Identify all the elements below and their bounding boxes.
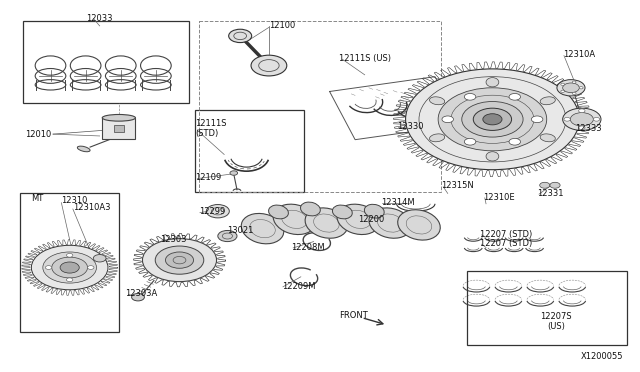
Ellipse shape <box>301 202 321 216</box>
Circle shape <box>483 114 502 125</box>
Ellipse shape <box>369 208 412 238</box>
Ellipse shape <box>364 204 384 218</box>
Circle shape <box>60 262 79 273</box>
Circle shape <box>462 102 523 137</box>
Ellipse shape <box>102 115 136 121</box>
Circle shape <box>579 126 585 130</box>
Circle shape <box>570 113 593 126</box>
Circle shape <box>561 83 564 86</box>
Circle shape <box>230 171 237 175</box>
Text: 12109: 12109 <box>195 173 221 182</box>
Circle shape <box>579 87 583 89</box>
Text: 12315N: 12315N <box>442 182 474 190</box>
Circle shape <box>509 93 520 100</box>
Circle shape <box>579 109 585 113</box>
Circle shape <box>531 116 543 123</box>
Circle shape <box>557 80 585 96</box>
Circle shape <box>438 88 547 151</box>
Bar <box>195 110 304 192</box>
Text: 12303: 12303 <box>161 235 187 244</box>
Text: 12111S (US): 12111S (US) <box>339 54 391 62</box>
Circle shape <box>406 69 579 170</box>
Circle shape <box>43 252 97 283</box>
Circle shape <box>575 108 583 112</box>
Text: 12033: 12033 <box>86 14 113 23</box>
Text: 12207 (STD): 12207 (STD) <box>479 230 532 239</box>
Ellipse shape <box>397 210 440 240</box>
Ellipse shape <box>273 204 316 234</box>
Text: 12208M: 12208M <box>291 243 325 251</box>
Text: 12310A: 12310A <box>563 50 595 59</box>
Bar <box>198 21 442 192</box>
Bar <box>20 193 119 333</box>
Ellipse shape <box>77 146 90 152</box>
Text: 12100: 12100 <box>269 22 295 31</box>
Circle shape <box>251 55 287 76</box>
Text: 12111S
(STD): 12111S (STD) <box>195 119 227 138</box>
Circle shape <box>563 83 579 93</box>
Circle shape <box>540 182 550 188</box>
Circle shape <box>228 29 252 42</box>
Circle shape <box>67 253 73 257</box>
Text: 12333: 12333 <box>575 124 602 133</box>
Ellipse shape <box>429 134 445 142</box>
Circle shape <box>563 108 601 131</box>
Text: 13021: 13021 <box>227 226 254 235</box>
Circle shape <box>473 108 511 131</box>
Text: 12330: 12330 <box>397 122 423 131</box>
Ellipse shape <box>540 97 556 105</box>
Ellipse shape <box>486 152 499 161</box>
Circle shape <box>206 205 229 218</box>
Text: MT: MT <box>31 195 44 203</box>
Circle shape <box>550 182 560 188</box>
Text: 12310A3: 12310A3 <box>73 203 110 212</box>
Text: 12314M: 12314M <box>381 198 414 207</box>
Ellipse shape <box>429 97 445 105</box>
Circle shape <box>564 118 570 121</box>
Ellipse shape <box>241 214 284 244</box>
Circle shape <box>88 266 94 269</box>
Ellipse shape <box>305 208 348 238</box>
Bar <box>102 118 136 139</box>
Ellipse shape <box>486 78 499 87</box>
Text: 12207S
(US): 12207S (US) <box>540 312 572 331</box>
Circle shape <box>45 266 52 269</box>
Circle shape <box>166 252 193 268</box>
Circle shape <box>156 246 204 274</box>
Circle shape <box>561 90 564 92</box>
Circle shape <box>572 81 576 83</box>
Text: 12310: 12310 <box>61 196 88 205</box>
Text: 12209M: 12209M <box>282 282 315 291</box>
Circle shape <box>218 231 237 241</box>
Text: 12310E: 12310E <box>483 193 515 202</box>
Circle shape <box>31 245 108 290</box>
Bar <box>23 21 189 103</box>
Bar <box>467 271 627 345</box>
Circle shape <box>132 294 145 301</box>
Text: 12207 (STD): 12207 (STD) <box>479 239 532 248</box>
Circle shape <box>52 257 88 278</box>
Circle shape <box>93 254 106 262</box>
Text: X1200055: X1200055 <box>581 352 623 361</box>
Ellipse shape <box>540 134 556 142</box>
Ellipse shape <box>337 204 380 234</box>
Circle shape <box>509 138 520 145</box>
Ellipse shape <box>269 205 289 219</box>
Text: 12303A: 12303A <box>125 289 157 298</box>
Text: 12331: 12331 <box>537 189 564 198</box>
Circle shape <box>593 118 600 121</box>
Ellipse shape <box>332 205 352 219</box>
Circle shape <box>465 93 476 100</box>
Text: 12200: 12200 <box>358 215 385 224</box>
Circle shape <box>143 238 216 282</box>
Text: 12010: 12010 <box>26 129 52 139</box>
Circle shape <box>465 138 476 145</box>
Circle shape <box>442 116 454 123</box>
Bar <box>114 125 124 132</box>
Circle shape <box>67 278 73 282</box>
Circle shape <box>572 92 576 94</box>
Text: FRONT: FRONT <box>339 311 368 320</box>
Text: 12299: 12299 <box>198 208 225 217</box>
